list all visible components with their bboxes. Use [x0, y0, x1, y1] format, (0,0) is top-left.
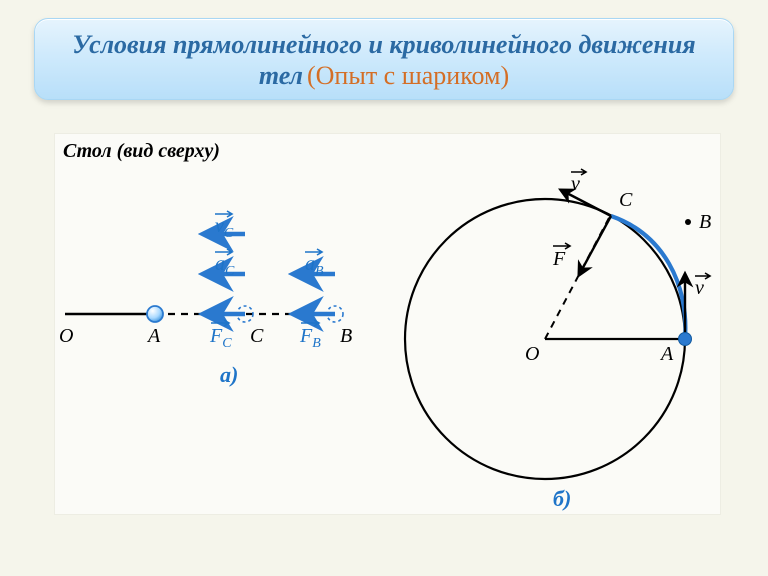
label-FC: FC — [209, 320, 232, 351]
dot-B — [685, 219, 691, 225]
label-v-at-A: v — [695, 273, 710, 299]
svg-text:FC: FC — [209, 325, 232, 351]
title-sub: (Опыт с шариком) — [307, 61, 509, 90]
svg-text:F: F — [552, 248, 566, 270]
diagram-svg: O A C B vC aC FC aB — [55, 134, 720, 514]
panel-a-label: а) — [220, 362, 238, 387]
label-aC: aC — [215, 249, 235, 279]
svg-text:vC: vC — [215, 215, 234, 241]
label-F: F — [552, 243, 570, 270]
label-FB: FB — [299, 320, 321, 351]
label-A: A — [146, 325, 161, 347]
label-O: O — [59, 325, 73, 347]
diagram-panel: Стол (вид сверху) — [55, 134, 720, 514]
svg-text:v: v — [571, 173, 580, 195]
ball-A2 — [679, 333, 692, 346]
label-B: B — [340, 325, 352, 347]
label-A2: A — [659, 343, 674, 365]
label-v-at-C: v — [571, 169, 586, 195]
ball-A — [147, 306, 163, 322]
label-B2: B — [699, 211, 711, 233]
svg-text:v: v — [695, 277, 704, 299]
title-box: Условия прямолинейного и криволинейного … — [34, 18, 734, 100]
arc-AC — [611, 216, 685, 339]
label-O2: O — [525, 343, 539, 365]
vec-vC2 — [561, 190, 611, 216]
label-vC: vC — [215, 211, 234, 241]
label-C2: C — [619, 189, 633, 211]
svg-text:FB: FB — [299, 325, 321, 351]
label-C: C — [250, 325, 264, 347]
panel-a: O A C B vC aC FC aB — [59, 211, 352, 387]
label-aB: aB — [305, 249, 324, 279]
panel-b-label: б) — [553, 486, 571, 511]
vec-F — [579, 216, 611, 275]
panel-b: O A B C v v F б) — [405, 169, 711, 511]
